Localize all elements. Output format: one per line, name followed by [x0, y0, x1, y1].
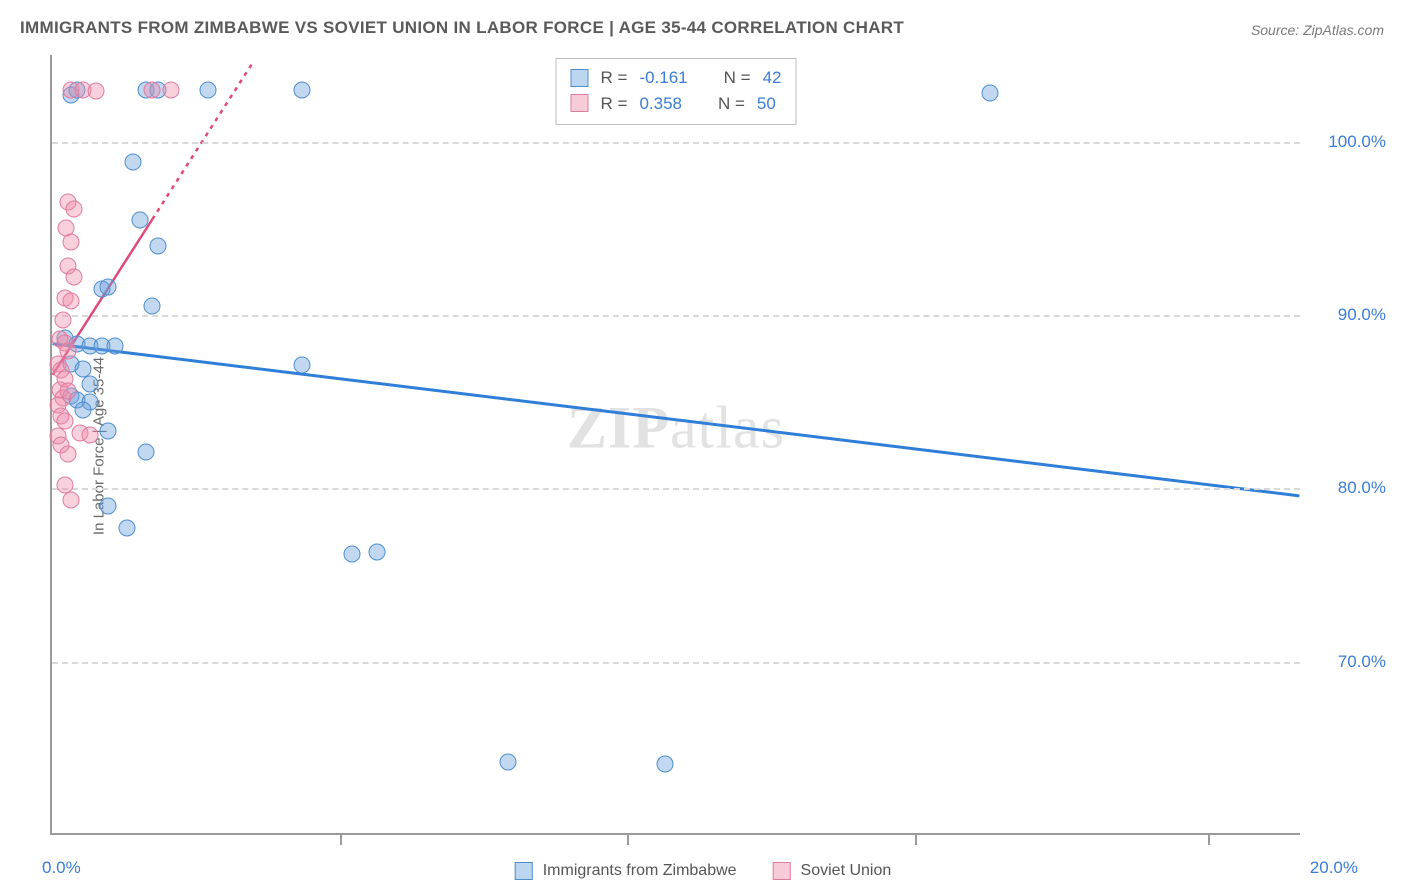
scatter-point: [62, 492, 79, 509]
gridline: [52, 488, 1300, 490]
scatter-point: [106, 338, 123, 355]
scatter-point: [81, 376, 98, 393]
scatter-point: [200, 81, 217, 98]
scatter-point: [75, 360, 92, 377]
x-tick-label-0: 0.0%: [42, 858, 81, 878]
scatter-point: [131, 211, 148, 228]
scatter-point: [144, 81, 161, 98]
x-tick: [1208, 833, 1210, 845]
plot-area: ZIPatlas R = -0.161 N = 42 R = 0.358 N =…: [50, 55, 1300, 835]
y-tick-label: 100.0%: [1306, 132, 1386, 152]
legend-item-2: Soviet Union: [773, 862, 892, 880]
scatter-point: [87, 83, 104, 100]
scatter-point: [369, 544, 386, 561]
scatter-point: [294, 81, 311, 98]
scatter-point: [656, 755, 673, 772]
legend-item-1: Immigrants from Zimbabwe: [515, 862, 737, 880]
gridline: [52, 662, 1300, 664]
gridline: [52, 142, 1300, 144]
x-tick: [915, 833, 917, 845]
legend-stats-box: R = -0.161 N = 42 R = 0.358 N = 50: [556, 58, 797, 125]
n-value-1: 42: [763, 65, 782, 91]
gridline: [52, 315, 1300, 317]
scatter-point: [81, 426, 98, 443]
scatter-point: [344, 546, 361, 563]
scatter-point: [100, 279, 117, 296]
watermark-bold: ZIP: [567, 395, 670, 461]
r-value-2: 0.358: [639, 91, 682, 117]
watermark: ZIPatlas: [567, 394, 785, 463]
scatter-point: [62, 234, 79, 251]
scatter-point: [55, 312, 72, 329]
r-label: R =: [601, 65, 628, 91]
source-attribution: Source: ZipAtlas.com: [1251, 22, 1384, 38]
scatter-point: [65, 268, 82, 285]
scatter-point: [500, 754, 517, 771]
x-tick: [340, 833, 342, 845]
scatter-point: [56, 412, 73, 429]
scatter-point: [119, 520, 136, 537]
scatter-point: [137, 443, 154, 460]
swatch-pink-icon: [773, 862, 791, 880]
x-tick-label-1: 20.0%: [1310, 858, 1358, 878]
scatter-point: [75, 402, 92, 419]
scatter-point: [125, 154, 142, 171]
n-label-2: N =: [718, 91, 745, 117]
legend-label-2: Soviet Union: [801, 862, 892, 880]
chart-title: IMMIGRANTS FROM ZIMBABWE VS SOVIET UNION…: [20, 18, 904, 38]
scatter-point: [981, 85, 998, 102]
legend-stats-row-1: R = -0.161 N = 42: [571, 65, 782, 91]
trend-line: [53, 344, 1300, 496]
scatter-point: [100, 423, 117, 440]
scatter-point: [144, 298, 161, 315]
scatter-point: [62, 293, 79, 310]
y-tick-label: 90.0%: [1306, 305, 1386, 325]
scatter-point: [65, 201, 82, 218]
legend-label-1: Immigrants from Zimbabwe: [543, 862, 737, 880]
x-tick: [627, 833, 629, 845]
scatter-point: [294, 357, 311, 374]
swatch-pink-icon: [571, 94, 589, 112]
scatter-point: [162, 81, 179, 98]
trend-lines: [52, 55, 1300, 833]
swatch-blue-icon: [515, 862, 533, 880]
y-tick-label: 70.0%: [1306, 652, 1386, 672]
scatter-point: [100, 497, 117, 514]
watermark-light: atlas: [670, 395, 785, 461]
swatch-blue-icon: [571, 69, 589, 87]
legend-stats-row-2: R = 0.358 N = 50: [571, 91, 782, 117]
n-value-2: 50: [757, 91, 776, 117]
scatter-point: [150, 237, 167, 254]
scatter-point: [59, 445, 76, 462]
scatter-point: [56, 476, 73, 493]
r-value-1: -0.161: [639, 65, 687, 91]
bottom-legend: Immigrants from Zimbabwe Soviet Union: [515, 862, 892, 880]
y-tick-label: 80.0%: [1306, 478, 1386, 498]
r-label-2: R =: [601, 91, 628, 117]
n-label: N =: [724, 65, 751, 91]
